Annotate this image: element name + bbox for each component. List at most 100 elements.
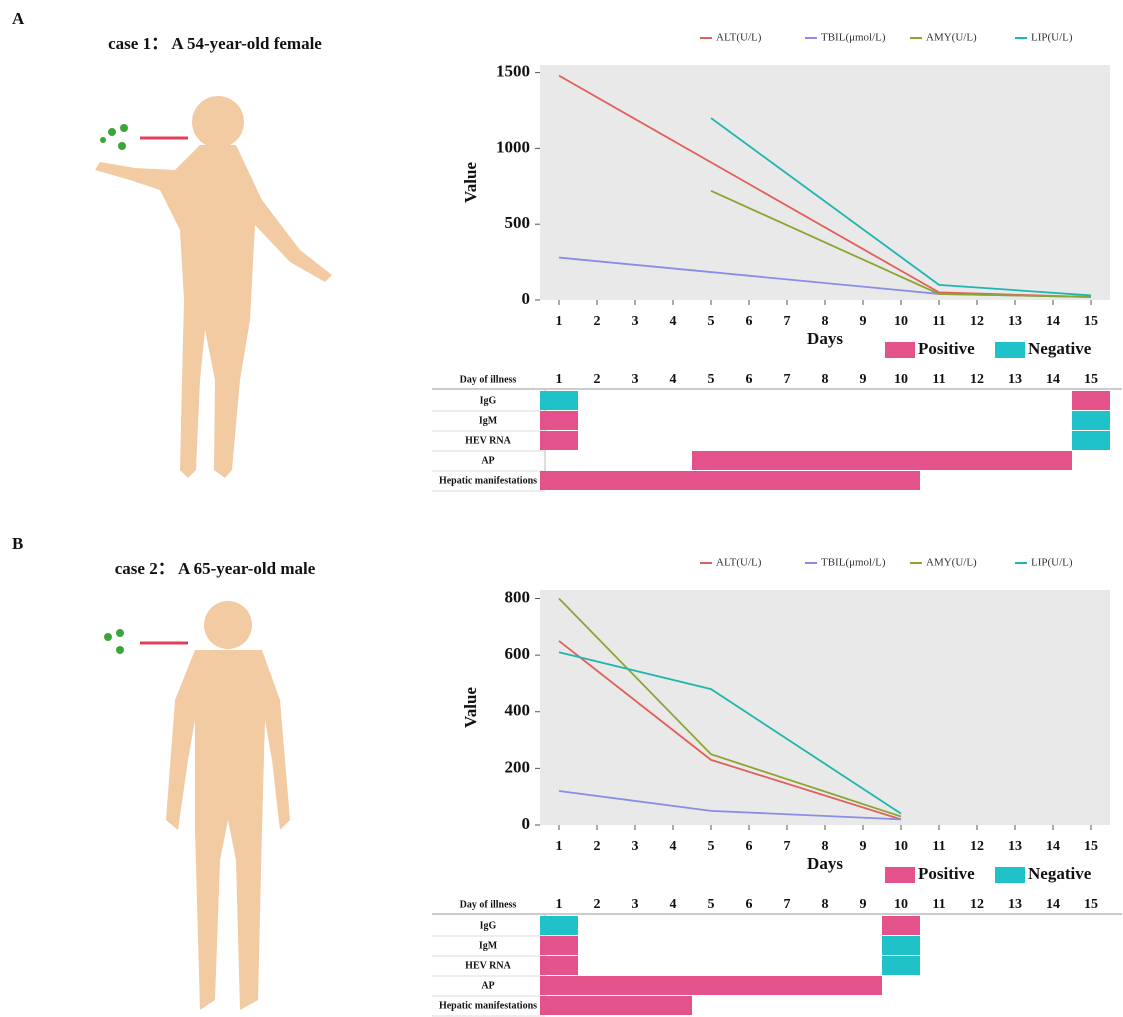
x-tick-label: 9 [860, 839, 867, 854]
timeline-day: 15 [1084, 897, 1098, 912]
x-tick-label: 5 [708, 314, 715, 329]
x-axis-label: Days [807, 329, 843, 348]
x-tick-label: 3 [632, 839, 639, 854]
status-swatch [995, 867, 1025, 883]
x-tick-label: 11 [932, 839, 945, 854]
x-tick-label: 10 [894, 839, 908, 854]
timeline-day: 2 [594, 372, 601, 387]
x-axis-label: Days [807, 854, 843, 873]
status-label: Positive [918, 864, 975, 883]
timeline-day: 4 [670, 372, 677, 387]
x-tick-label: 9 [860, 314, 867, 329]
x-tick-label: 5 [708, 839, 715, 854]
x-tick-label: 1 [556, 839, 563, 854]
data-line [558, 640, 902, 821]
timeline-day: 10 [894, 897, 908, 912]
timeline-header: Day of illness [460, 899, 517, 910]
timeline-day: 2 [594, 897, 601, 912]
timeline-segment [1072, 411, 1110, 430]
female-silhouette [95, 96, 332, 478]
timeline-day: 3 [632, 372, 639, 387]
status-label: Negative [1028, 864, 1092, 883]
timeline-day: 13 [1008, 897, 1022, 912]
panel-label: A [12, 9, 25, 28]
x-tick-label: 10 [894, 314, 908, 329]
timeline-segment [540, 936, 578, 955]
timeline-day: 13 [1008, 372, 1022, 387]
x-tick-label: 12 [970, 314, 984, 329]
timeline-day: 9 [860, 897, 867, 912]
data-line [558, 597, 902, 818]
status-swatch [995, 342, 1025, 358]
status-swatch [885, 867, 915, 883]
case-title: case 1： A 54-year-old female [108, 34, 322, 53]
x-tick-label: 14 [1046, 314, 1060, 329]
x-tick-label: 8 [822, 314, 829, 329]
timeline-day: 11 [932, 372, 945, 387]
timeline-row-label: IgG [480, 920, 497, 931]
timeline-day: 8 [822, 897, 829, 912]
timeline-day: 5 [708, 372, 715, 387]
y-tick-label: 800 [505, 587, 531, 606]
x-tick-label: 7 [784, 314, 791, 329]
timeline-day: 6 [746, 897, 753, 912]
x-tick-label: 2 [594, 314, 601, 329]
y-axis-label: Value [461, 162, 480, 203]
timeline-segment [540, 471, 920, 490]
timeline-day: 12 [970, 372, 984, 387]
plot-background [540, 65, 1110, 300]
x-tick-label: 6 [746, 314, 753, 329]
timeline-row-label: AP [481, 980, 494, 991]
timeline-day: 7 [784, 897, 791, 912]
y-tick-label: 0 [522, 289, 531, 308]
timeline-segment [1072, 431, 1110, 450]
timeline-day: 14 [1046, 897, 1060, 912]
timeline-day: 9 [860, 372, 867, 387]
timeline-row-label: IgM [479, 940, 498, 951]
legend-label: ALT(U/L) [716, 32, 762, 44]
status-swatch [885, 342, 915, 358]
timeline-segment [540, 411, 578, 430]
timeline-row-label: IgM [479, 415, 498, 426]
data-line [558, 651, 902, 815]
timeline-day: 4 [670, 897, 677, 912]
timeline-segment [540, 916, 578, 935]
timeline-row-label: IgG [480, 395, 497, 406]
x-tick-label: 15 [1084, 839, 1098, 854]
timeline-row-label: AP [481, 455, 494, 466]
y-tick-label: 1000 [496, 137, 530, 156]
status-label: Negative [1028, 339, 1092, 358]
timeline-row-label: HEV RNA [465, 435, 511, 446]
x-tick-label: 13 [1008, 839, 1022, 854]
panel-label: B [12, 534, 23, 553]
timeline-day: 10 [894, 372, 908, 387]
timeline-day: 15 [1084, 372, 1098, 387]
timeline-day: 6 [746, 372, 753, 387]
x-tick-label: 1 [556, 314, 563, 329]
status-label: Positive [918, 339, 975, 358]
legend-label: AMY(U/L) [926, 32, 977, 44]
legend-label: TBIL(μmol/L) [821, 32, 886, 44]
timeline-segment [540, 976, 882, 995]
timeline-day: 14 [1046, 372, 1060, 387]
legend-label: TBIL(μmol/L) [821, 557, 886, 569]
data-line [558, 790, 902, 821]
timeline-day: 8 [822, 372, 829, 387]
timeline-segment [692, 451, 1072, 470]
x-tick-label: 15 [1084, 314, 1098, 329]
legend-label: AMY(U/L) [926, 557, 977, 569]
case-title: case 2： A 65-year-old male [115, 559, 316, 578]
y-tick-label: 400 [505, 701, 531, 720]
y-tick-label: 600 [505, 644, 531, 663]
timeline-day: 3 [632, 897, 639, 912]
timeline-day: 1 [556, 372, 563, 387]
male-silhouette [104, 601, 290, 1010]
y-tick-label: 0 [522, 814, 531, 833]
timeline-day: 7 [784, 372, 791, 387]
legend-label: ALT(U/L) [716, 557, 762, 569]
x-tick-label: 6 [746, 839, 753, 854]
y-tick-label: 500 [505, 213, 531, 232]
legend-label: LIP(U/L) [1031, 557, 1073, 569]
x-tick-label: 13 [1008, 314, 1022, 329]
